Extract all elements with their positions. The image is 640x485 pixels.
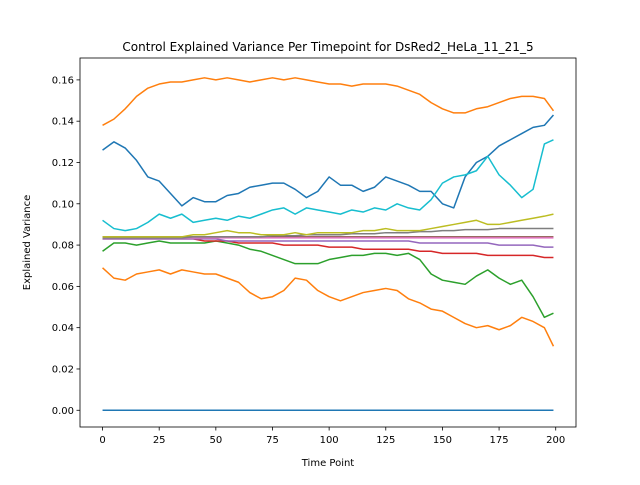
x-axis: 0 25 50 75 100 125 150 175 200 xyxy=(99,427,565,446)
series-line-3 xyxy=(102,267,555,347)
x-axis-label: Time Point xyxy=(301,458,355,469)
x-tick-label: 150 xyxy=(433,435,452,446)
series-layer xyxy=(102,77,555,412)
x-tick-label: 75 xyxy=(266,435,279,446)
y-tick-label: 0.14 xyxy=(52,117,74,128)
y-tick-label: 0.12 xyxy=(52,158,74,169)
y-axis: 0.00 0.02 0.04 0.06 0.08 0.10 0.12 0.14 0.16 xyxy=(52,75,80,417)
series-line-11 xyxy=(102,139,554,232)
x-tick-label: 0 xyxy=(99,435,105,446)
x-tick-label: 125 xyxy=(376,435,395,446)
y-tick-label: 0.08 xyxy=(52,241,74,252)
y-tick-label: 0.04 xyxy=(52,323,74,334)
series-line-6 xyxy=(102,238,554,248)
y-axis-label: Explained Variance xyxy=(22,195,33,290)
x-tick-label: 100 xyxy=(320,435,339,446)
series-line-2 xyxy=(102,77,555,126)
y-tick-label: 0.10 xyxy=(52,199,74,210)
series-line-1 xyxy=(102,114,555,209)
series-line-4 xyxy=(102,240,554,319)
chart-title: Control Explained Variance Per Timepoint… xyxy=(122,40,533,54)
y-tick-label: 0.02 xyxy=(52,364,74,375)
x-tick-label: 200 xyxy=(546,435,565,446)
x-tick-label: 50 xyxy=(209,435,222,446)
series-line-9 xyxy=(102,227,554,239)
y-tick-label: 0.16 xyxy=(52,75,74,86)
y-tick-label: 0.00 xyxy=(52,406,74,417)
y-tick-label: 0.06 xyxy=(52,282,74,293)
x-tick-label: 175 xyxy=(490,435,509,446)
plot-frame xyxy=(79,57,577,428)
x-tick-label: 25 xyxy=(153,435,166,446)
series-line-10 xyxy=(102,213,554,238)
